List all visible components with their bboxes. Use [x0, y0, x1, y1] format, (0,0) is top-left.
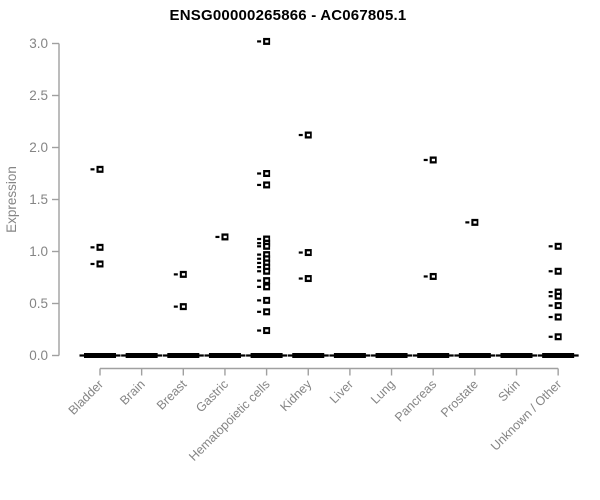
x-tick-label: Skin [496, 377, 523, 404]
y-tick-label: 2.5 [29, 88, 48, 103]
data-point [257, 37, 271, 45]
data-point [257, 296, 271, 304]
zero-value-band [204, 353, 246, 358]
data-point [548, 333, 562, 341]
data-point [548, 267, 562, 275]
x-tick-label: Liver [327, 377, 356, 406]
data-point [257, 255, 271, 263]
data-point [257, 251, 271, 259]
x-tick-label: Prostate [438, 377, 481, 420]
y-tick-label: 1.0 [29, 244, 48, 259]
data-point [423, 272, 437, 280]
data-point [257, 181, 271, 189]
y-tick-label: 3.0 [29, 36, 48, 51]
data-point [257, 308, 271, 316]
y-axis-title: Expression [4, 166, 19, 233]
zero-value-band [246, 353, 288, 358]
x-tick-label: Unknown / Other [488, 377, 564, 453]
y-tick-label: 0.5 [29, 296, 48, 311]
x-tick-label: Lung [368, 377, 398, 407]
zero-value-band [454, 353, 496, 358]
zero-value-band [287, 353, 329, 358]
x-tick-label: Gastric [193, 377, 231, 415]
zero-value-band [329, 353, 371, 358]
data-point [257, 277, 271, 285]
data-point [257, 283, 271, 291]
data-point [298, 275, 312, 283]
data-point [90, 243, 104, 251]
data-point [215, 233, 229, 241]
data-point [173, 270, 187, 278]
data-point [548, 288, 562, 296]
data-point [257, 259, 271, 267]
x-tick-label: Brain [117, 377, 148, 408]
data-point [548, 292, 562, 300]
x-tick-label: Bladder [66, 377, 106, 417]
x-tick-label: Pancreas [392, 377, 439, 424]
zero-value-band [162, 353, 204, 358]
data-point [90, 260, 104, 268]
data-point [257, 170, 271, 177]
data-point [257, 327, 271, 335]
data-point [465, 218, 479, 226]
y-tick-label: 2.0 [29, 140, 48, 155]
data-point [548, 242, 562, 250]
y-tick-label: 0.0 [29, 348, 48, 363]
data-point [257, 267, 271, 275]
data-point [257, 242, 271, 250]
data-point [90, 165, 104, 173]
data-point [548, 313, 562, 321]
zero-value-band [412, 353, 454, 358]
x-tick-label: Breast [154, 377, 190, 413]
zero-value-band [371, 353, 413, 358]
zero-value-band [496, 353, 537, 358]
zero-value-band [79, 353, 121, 358]
zero-value-band [121, 353, 163, 358]
data-point [298, 249, 312, 257]
zero-value-band [537, 353, 579, 358]
chart-title: ENSG00000265866 - AC067805.1 [169, 7, 407, 24]
x-tick-label: Kidney [277, 377, 314, 414]
x-tick-label: Hematopoietic cells [186, 377, 273, 464]
data-point [548, 302, 562, 310]
data-point [257, 263, 271, 271]
y-tick-label: 1.5 [29, 192, 48, 207]
data-point [257, 235, 271, 243]
data-point [423, 156, 437, 164]
data-point [173, 303, 187, 311]
data-point [298, 131, 312, 139]
